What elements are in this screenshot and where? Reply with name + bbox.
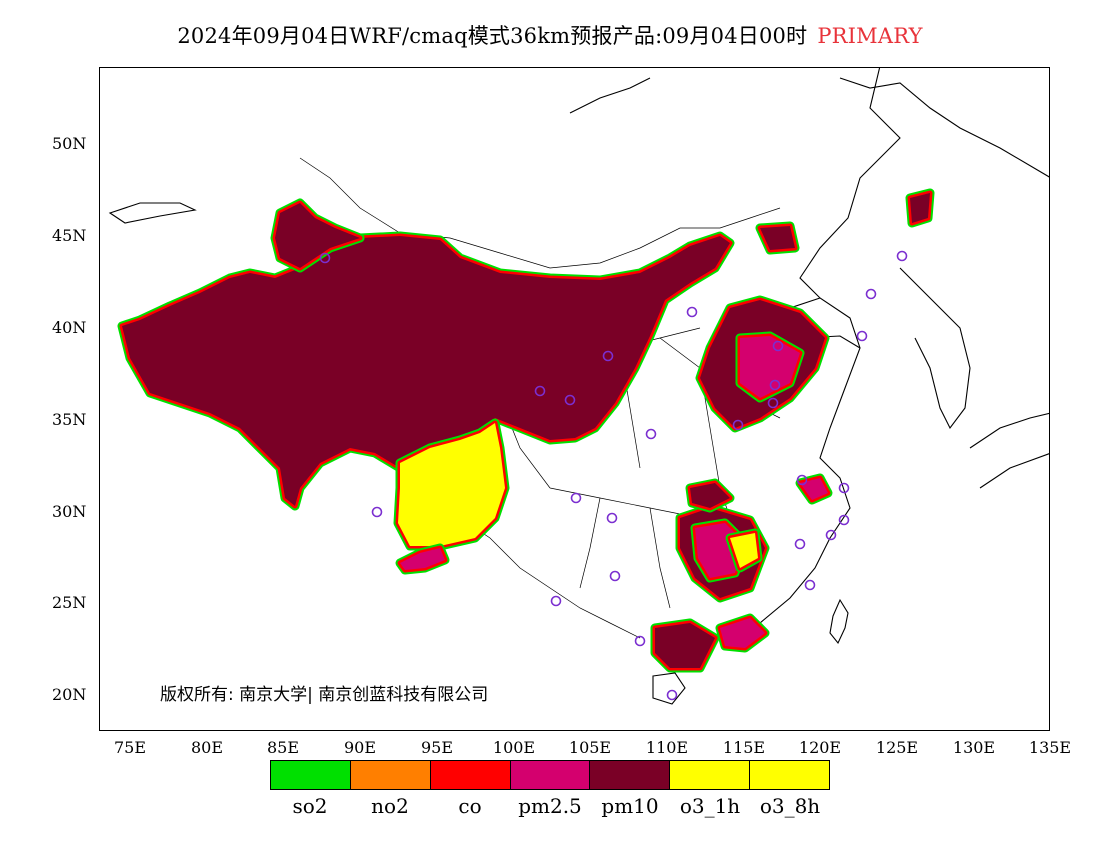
- station-marker: [609, 570, 621, 582]
- station-marker: [666, 689, 678, 701]
- legend-swatch-co: [430, 761, 511, 789]
- coastline-layer: [108, 68, 1049, 705]
- legend-label-o3-1h: o3_1h: [679, 794, 741, 818]
- legend-labels: so2 no2 co pm2.5 pm10 o3_1h o3_8h: [270, 794, 830, 818]
- x-tick-label: 130E: [952, 738, 996, 757]
- map-frame: [99, 67, 1050, 731]
- y-tick-label: 50N: [52, 134, 87, 153]
- o3-region-tibet: [393, 418, 510, 551]
- station-marker: [856, 330, 868, 342]
- station-marker: [769, 379, 781, 391]
- station-marker: [838, 482, 850, 494]
- lake-balkhash: [108, 202, 197, 224]
- title-tag: PRIMARY: [817, 24, 923, 48]
- station-marker: [767, 397, 779, 409]
- coastline-japan: [969, 412, 1049, 489]
- title-text: 2024年09月04日WRF/cmaq模式36km预报产品:09月04日00时: [177, 24, 808, 48]
- coastline-northeast: [839, 77, 1049, 178]
- legend-label-co: co: [458, 794, 482, 818]
- legend-label-o3-8h: o3_8h: [759, 794, 821, 818]
- station-marker: [794, 538, 806, 550]
- pm25-region-tibet-south: [395, 543, 450, 575]
- y-tick-label: 30N: [52, 502, 87, 521]
- x-tick-label: 95E: [420, 738, 454, 757]
- pm10-region-south: [650, 618, 720, 673]
- station-marker: [371, 506, 383, 518]
- legend-swatch-o3-8h: [750, 761, 830, 789]
- x-tick-label: 135E: [1028, 738, 1072, 757]
- station-marker: [825, 529, 837, 541]
- y-tick-label: 25N: [52, 593, 87, 612]
- coastline-korea: [899, 267, 971, 430]
- station-marker: [564, 394, 576, 406]
- station-marker: [804, 579, 816, 591]
- station-marker: [732, 419, 744, 431]
- station-marker: [645, 428, 657, 440]
- pm25-region-northchina: [735, 331, 805, 403]
- map-title: 2024年09月04日WRF/cmaq模式36km预报产品:09月04日00时 P…: [0, 20, 1100, 50]
- legend-swatch-o3-1h: [670, 761, 751, 789]
- legend-label-so2: so2: [292, 794, 328, 818]
- legend-label-no2: no2: [371, 794, 409, 818]
- pollution-map: [108, 68, 1049, 705]
- station-layer: [319, 250, 908, 701]
- x-tick-label: 120E: [798, 738, 842, 757]
- station-marker: [606, 512, 618, 524]
- x-tick-label: 110E: [645, 738, 689, 757]
- x-tick-label: 105E: [568, 738, 612, 757]
- station-marker: [570, 492, 582, 504]
- station-marker: [796, 474, 808, 486]
- y-tick-label: 40N: [52, 318, 87, 337]
- legend-colorbar: [270, 760, 830, 790]
- station-marker: [602, 350, 614, 362]
- legend-label-pm25: pm2.5: [518, 794, 582, 818]
- station-marker: [896, 250, 908, 262]
- legend-swatch-so2: [271, 761, 351, 789]
- border-south: [459, 517, 641, 639]
- pm10-region-north: [270, 198, 365, 273]
- y-tick-label: 20N: [52, 685, 87, 704]
- station-marker: [319, 252, 331, 264]
- coastline-taiwan: [829, 598, 849, 645]
- x-tick-label: 80E: [190, 738, 224, 757]
- pollution-layer: [117, 188, 935, 673]
- y-tick-label: 35N: [52, 410, 87, 429]
- x-tick-label: 90E: [343, 738, 377, 757]
- x-tick-label: 75E: [113, 738, 147, 757]
- copyright-text: 版权所有: 南京大学| 南京创蓝科技有限公司: [160, 685, 489, 705]
- legend-swatch-no2: [350, 761, 431, 789]
- coastline-okhotsk: [569, 77, 651, 114]
- x-tick-label: 100E: [492, 738, 536, 757]
- coastline-hainan: [652, 672, 686, 705]
- legend-swatch-pm10: [590, 761, 671, 789]
- x-tick-label: 115E: [722, 738, 766, 757]
- o3-region-central-1: [725, 528, 763, 573]
- pm10-region-ne-1: [755, 221, 800, 255]
- station-marker: [550, 595, 562, 607]
- pm25-region-east: [795, 473, 833, 505]
- station-marker: [634, 635, 646, 647]
- station-marker: [772, 340, 784, 352]
- station-marker: [838, 514, 850, 526]
- legend-label-pm10: pm10: [601, 794, 659, 818]
- coastline-east-china: [659, 68, 901, 659]
- border-north: [299, 157, 781, 269]
- pm25-region-south: [715, 613, 770, 653]
- pm10-region-sichuan: [685, 478, 735, 513]
- legend-swatch-pm25: [510, 761, 591, 789]
- pm10-region-ne-2: [905, 188, 935, 228]
- x-tick-label: 85E: [266, 738, 300, 757]
- y-tick-label: 45N: [52, 226, 87, 245]
- station-marker: [686, 306, 698, 318]
- x-tick-label: 125E: [875, 738, 919, 757]
- station-marker: [865, 288, 877, 300]
- station-marker: [534, 385, 546, 397]
